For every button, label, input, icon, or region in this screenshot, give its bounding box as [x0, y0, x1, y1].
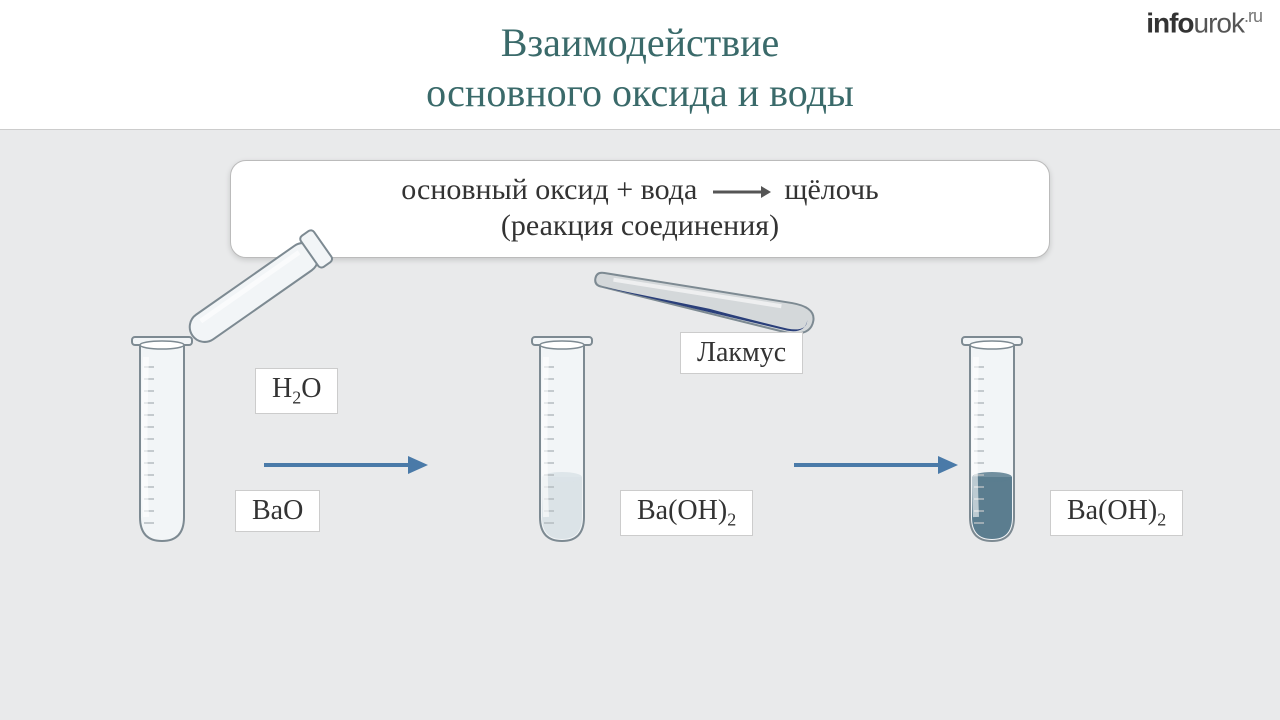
label-baoh2-1: Ba(OH)2: [620, 490, 753, 536]
test-tube-3: [960, 335, 1024, 554]
equation-left: основный оксид + вода: [401, 173, 697, 206]
equation-subtitle: (реакция соединения): [255, 209, 1025, 243]
equation-right: щёлочь: [784, 173, 878, 206]
header-bar: infourok.ru Взаимодействие основного окс…: [0, 0, 1280, 130]
logo-suffix: .ru: [1244, 6, 1262, 26]
label-litmus: Лакмус: [680, 332, 803, 374]
equation-pill: основный оксид + вода щёлочь (реакция со…: [230, 160, 1050, 258]
label-h2o: H2O: [255, 368, 338, 414]
test-tube-1: [130, 335, 194, 554]
reaction-arrow-icon: [711, 182, 771, 202]
logo-part1: info: [1146, 7, 1193, 38]
title-line2: основного оксида и воды: [0, 68, 1280, 118]
reaction-diagram: H2O BaO Лакмус Ba(OH)2 Ba(OH)2: [0, 280, 1280, 600]
label-bao: BaO: [235, 490, 320, 532]
page-title: Взаимодействие основного оксида и воды: [0, 0, 1280, 118]
step-arrow-1: [260, 450, 430, 485]
test-tube-2: [530, 335, 594, 554]
title-line1: Взаимодействие: [0, 18, 1280, 68]
step-arrow-2: [790, 450, 960, 485]
logo-part2: urok: [1194, 7, 1244, 38]
label-baoh2-2: Ba(OH)2: [1050, 490, 1183, 536]
logo: infourok.ru: [1146, 6, 1262, 39]
